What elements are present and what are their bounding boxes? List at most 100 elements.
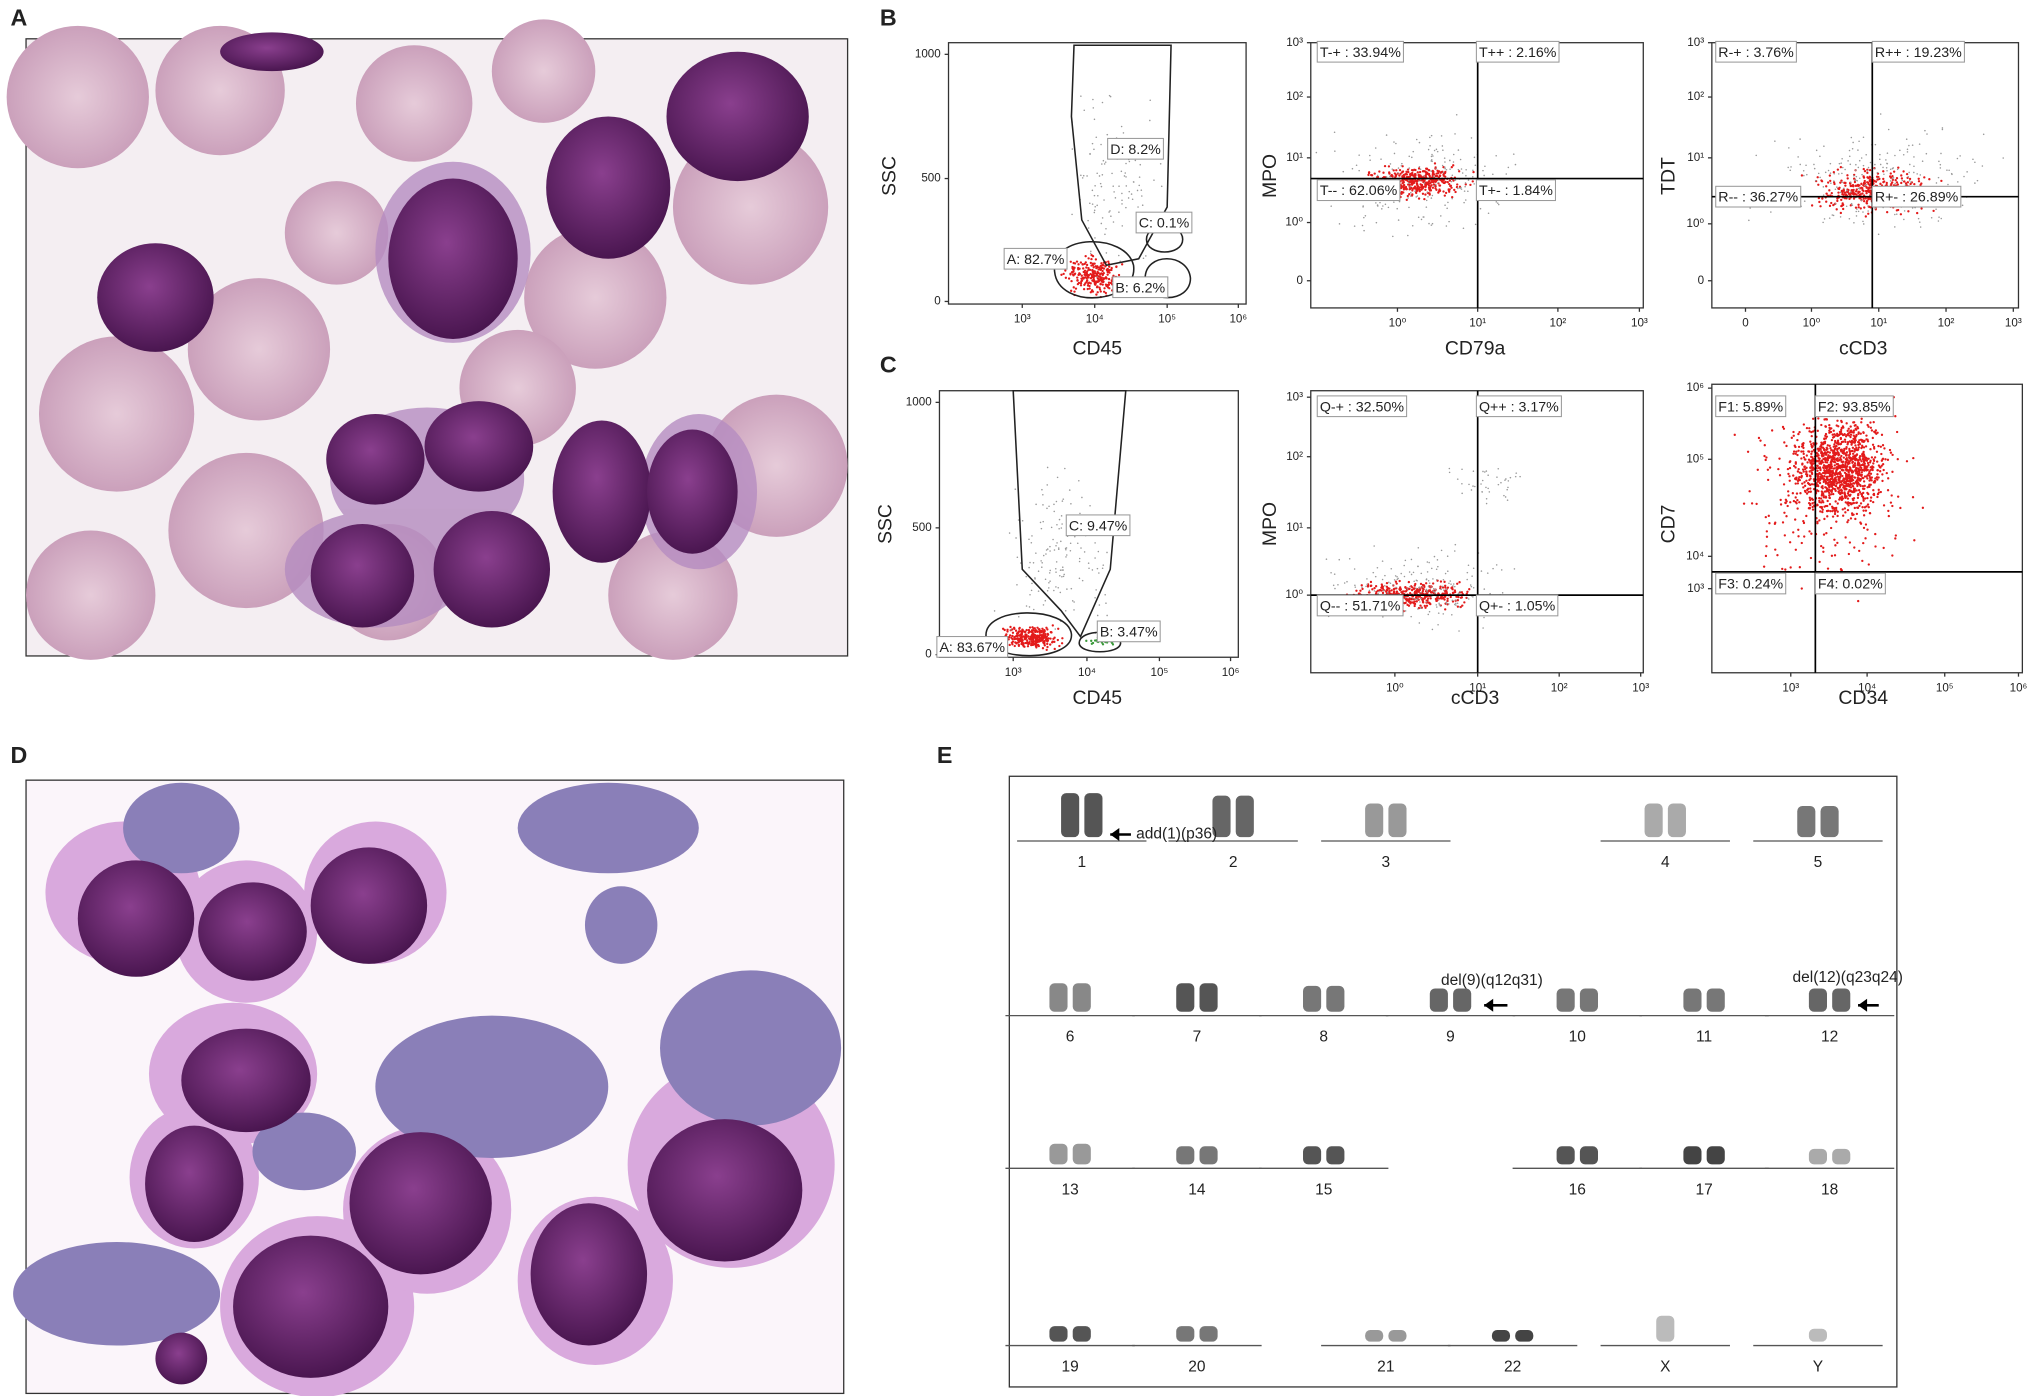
chromosome-label: 10 (1569, 1029, 1587, 1046)
event-dot (1107, 277, 1111, 281)
event-dot (1857, 432, 1860, 435)
event-dot (1387, 165, 1391, 168)
event-dot (1079, 282, 1083, 285)
event-dot (1938, 216, 1940, 218)
event-dot (1801, 482, 1804, 485)
event-dot (1472, 567, 1475, 570)
event-dot (1865, 201, 1868, 205)
event-dot (1961, 204, 1964, 207)
event-dot (1869, 161, 1872, 164)
event-dot (1841, 474, 1844, 478)
event-dot (1840, 428, 1843, 432)
event-dot (1413, 604, 1416, 608)
event-dot (1866, 181, 1869, 184)
event-dot (1849, 467, 1852, 470)
x-tick-label: 10⁴ (1078, 666, 1096, 679)
event-dot (1449, 580, 1452, 582)
event-dot (1794, 518, 1797, 521)
event-dot (1044, 633, 1047, 636)
event-dot (1875, 175, 1879, 178)
event-dot (1437, 623, 1439, 626)
event-dot (1845, 422, 1848, 425)
event-dot (1083, 109, 1086, 112)
event-dot (1097, 550, 1100, 553)
event-dot (1432, 582, 1435, 585)
event-dot (1439, 179, 1443, 182)
gate-label-box (1475, 40, 1560, 63)
event-dot (1415, 189, 1418, 192)
event-dot (1100, 262, 1103, 265)
gate-label-box (1871, 40, 1965, 63)
gate-label: T++ : 2.16% (1479, 45, 1557, 61)
event-dot (1837, 491, 1841, 494)
event-dot (1428, 589, 1431, 592)
event-dot (1837, 453, 1841, 456)
event-dot (1845, 469, 1848, 472)
event-dot (1784, 498, 1788, 501)
event-dot (1839, 458, 1843, 461)
event-dot (1417, 188, 1421, 191)
event-dot (1401, 590, 1405, 593)
event-dot (1427, 196, 1429, 198)
event-dot (1854, 469, 1857, 472)
event-dot (1360, 584, 1363, 587)
event-dot (1806, 461, 1809, 464)
event-dot (1447, 188, 1450, 191)
event-dot (1826, 515, 1829, 518)
event-dot (1837, 459, 1840, 462)
event-dot (1046, 632, 1049, 636)
event-dot (1948, 169, 1950, 172)
event-dot (1464, 182, 1467, 184)
event-dot (1819, 467, 1822, 470)
event-dot (1024, 635, 1028, 639)
event-dot (1485, 470, 1488, 472)
event-dot (1841, 425, 1845, 428)
event-dot (1463, 201, 1465, 204)
event-dot (1096, 204, 1098, 207)
event-dot (1018, 627, 1021, 630)
event-dot (1409, 185, 1412, 188)
event-dot (1858, 455, 1862, 458)
event-dot (1104, 593, 1106, 596)
event-dot (1854, 169, 1857, 172)
chromosome (1326, 985, 1345, 1012)
event-dot (1859, 502, 1863, 505)
event-dot (1831, 515, 1835, 518)
event-dot (1746, 450, 1750, 453)
event-dot (1100, 272, 1103, 275)
event-dot (1114, 197, 1117, 199)
event-dot (1427, 585, 1430, 588)
event-dot (1037, 643, 1040, 647)
event-dot (1458, 581, 1461, 584)
event-dot (1839, 437, 1843, 441)
event-dot (1425, 199, 1428, 202)
event-dot (1427, 580, 1430, 582)
event-dot (1134, 159, 1137, 162)
event-dot (1416, 171, 1419, 174)
event-dot (1061, 575, 1063, 578)
event-dot (1792, 464, 1796, 468)
event-dot (1851, 190, 1854, 193)
y-tick-label: 10³ (1687, 36, 1704, 49)
event-dot (1808, 478, 1811, 482)
event-dot (1853, 476, 1856, 479)
event-dot (1454, 550, 1456, 552)
event-dot (1500, 569, 1503, 571)
event-dot (1788, 479, 1791, 482)
event-dot (1823, 505, 1826, 508)
event-dot (1056, 476, 1059, 479)
event-dot (1918, 143, 1921, 145)
event-dot (1430, 184, 1433, 187)
event-dot (1972, 158, 1974, 161)
event-dot (1428, 193, 1431, 196)
event-dot (1867, 197, 1870, 200)
event-dot (1466, 597, 1469, 599)
event-dot (1823, 218, 1826, 220)
event-dot (1441, 585, 1444, 588)
event-dot (1776, 554, 1779, 557)
event-dot (1860, 417, 1863, 420)
event-dot (1823, 517, 1826, 521)
event-dot (1842, 449, 1846, 452)
event-dot (1426, 561, 1429, 563)
event-dot (1855, 501, 1859, 504)
